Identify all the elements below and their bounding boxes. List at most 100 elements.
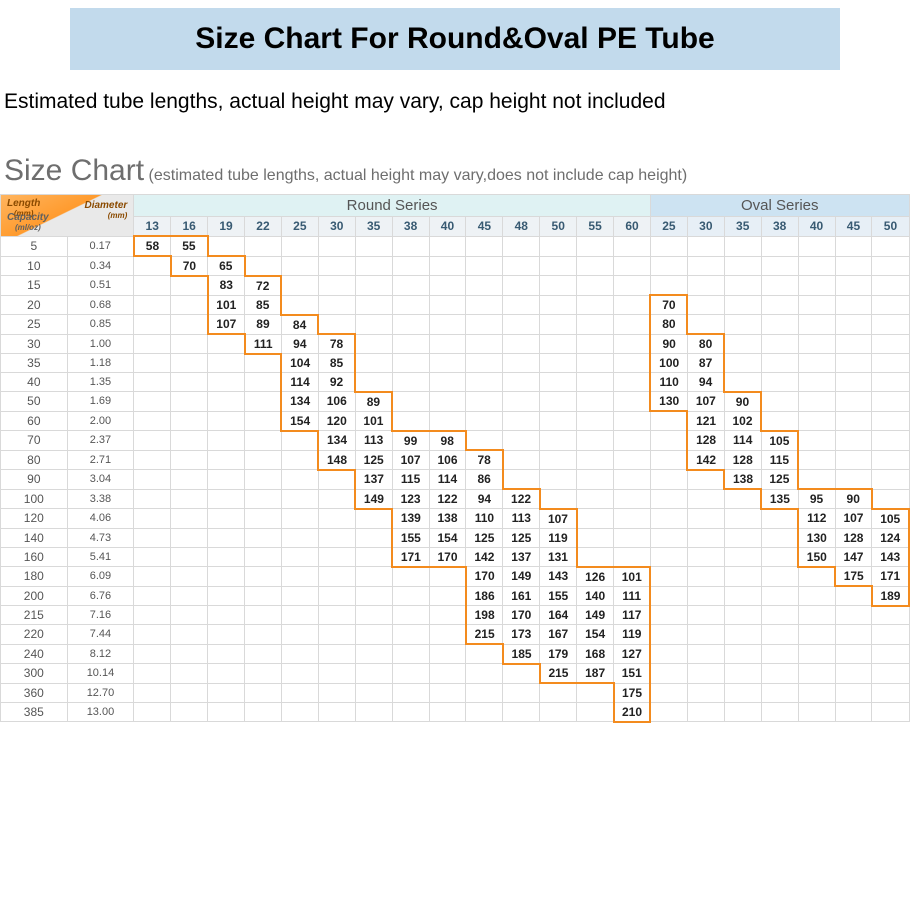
value-cell xyxy=(540,470,577,490)
value-cell xyxy=(429,392,466,412)
value-cell: 130 xyxy=(650,392,687,412)
capacity-cell: 160 xyxy=(1,547,68,567)
value-cell xyxy=(171,431,208,451)
value-cell: 170 xyxy=(466,567,503,587)
capacity-cell: 5 xyxy=(1,236,68,256)
value-cell xyxy=(208,411,245,431)
value-cell: 114 xyxy=(429,470,466,490)
value-cell xyxy=(503,664,540,684)
value-cell xyxy=(245,236,282,256)
value-cell xyxy=(614,392,651,412)
value-cell: 125 xyxy=(761,470,798,490)
capacity-cell: 15 xyxy=(1,276,68,296)
value-cell xyxy=(540,489,577,509)
diameter-col-oval-30: 30 xyxy=(687,217,724,237)
value-cell xyxy=(171,547,208,567)
value-cell xyxy=(134,683,171,702)
value-cell xyxy=(761,644,798,664)
value-cell xyxy=(577,702,614,722)
value-cell: 83 xyxy=(208,276,245,296)
value-cell xyxy=(872,411,909,431)
value-cell xyxy=(798,586,835,606)
value-cell xyxy=(171,586,208,606)
value-cell xyxy=(134,354,171,373)
value-cell xyxy=(429,644,466,664)
value-cell xyxy=(540,683,577,702)
value-cell xyxy=(761,334,798,354)
value-cell xyxy=(134,644,171,664)
value-cell xyxy=(503,315,540,335)
value-cell: 122 xyxy=(503,489,540,509)
value-cell: 148 xyxy=(318,450,355,470)
value-cell xyxy=(245,625,282,645)
value-cell: 121 xyxy=(687,411,724,431)
diameter-col-55: 55 xyxy=(577,217,614,237)
value-cell xyxy=(245,256,282,276)
value-cell xyxy=(281,586,318,606)
oz-cell: 6.76 xyxy=(67,586,134,606)
value-cell: 87 xyxy=(687,354,724,373)
value-cell xyxy=(577,450,614,470)
value-cell: 58 xyxy=(134,236,171,256)
oz-cell: 8.12 xyxy=(67,644,134,664)
value-cell xyxy=(429,606,466,625)
value-cell: 161 xyxy=(503,586,540,606)
value-cell xyxy=(614,236,651,256)
value-cell: 117 xyxy=(614,606,651,625)
value-cell: 198 xyxy=(466,606,503,625)
value-cell xyxy=(355,236,392,256)
value-cell xyxy=(687,702,724,722)
value-cell: 70 xyxy=(171,256,208,276)
value-cell xyxy=(208,586,245,606)
corner-capacity: Capacity (ml/oz) xyxy=(7,212,49,232)
value-cell: 98 xyxy=(429,431,466,451)
value-cell xyxy=(245,702,282,722)
value-cell xyxy=(835,702,872,722)
value-cell xyxy=(872,392,909,412)
value-cell xyxy=(687,625,724,645)
value-cell xyxy=(503,373,540,392)
value-cell: 99 xyxy=(392,431,429,451)
value-cell xyxy=(171,315,208,335)
value-cell xyxy=(355,354,392,373)
value-cell: 90 xyxy=(835,489,872,509)
value-cell xyxy=(798,392,835,412)
value-cell xyxy=(245,547,282,567)
value-cell: 149 xyxy=(577,606,614,625)
value-cell xyxy=(318,315,355,335)
value-cell xyxy=(355,256,392,276)
value-cell xyxy=(208,373,245,392)
value-cell xyxy=(761,256,798,276)
capacity-cell: 100 xyxy=(1,489,68,509)
value-cell xyxy=(724,547,761,567)
value-cell xyxy=(798,567,835,587)
subtitle-text: Estimated tube lengths, actual height ma… xyxy=(4,90,906,114)
value-cell xyxy=(208,450,245,470)
value-cell xyxy=(503,354,540,373)
value-cell xyxy=(872,256,909,276)
value-cell xyxy=(835,276,872,296)
value-cell xyxy=(392,315,429,335)
value-cell xyxy=(798,315,835,335)
value-cell: 78 xyxy=(466,450,503,470)
capacity-cell: 180 xyxy=(1,567,68,587)
size-chart-block: Size Chart (estimated tube lengths, actu… xyxy=(0,154,910,723)
value-cell xyxy=(540,354,577,373)
value-cell xyxy=(429,236,466,256)
value-cell xyxy=(761,683,798,702)
value-cell xyxy=(392,625,429,645)
oz-cell: 0.17 xyxy=(67,236,134,256)
value-cell: 115 xyxy=(761,450,798,470)
value-cell xyxy=(281,489,318,509)
value-cell xyxy=(650,256,687,276)
value-cell xyxy=(134,586,171,606)
value-cell xyxy=(171,509,208,529)
value-cell xyxy=(724,236,761,256)
value-cell xyxy=(872,315,909,335)
oz-cell: 1.35 xyxy=(67,373,134,392)
value-cell xyxy=(650,664,687,684)
value-cell xyxy=(650,644,687,664)
capacity-cell: 200 xyxy=(1,586,68,606)
value-cell xyxy=(650,528,687,547)
value-cell: 154 xyxy=(281,411,318,431)
